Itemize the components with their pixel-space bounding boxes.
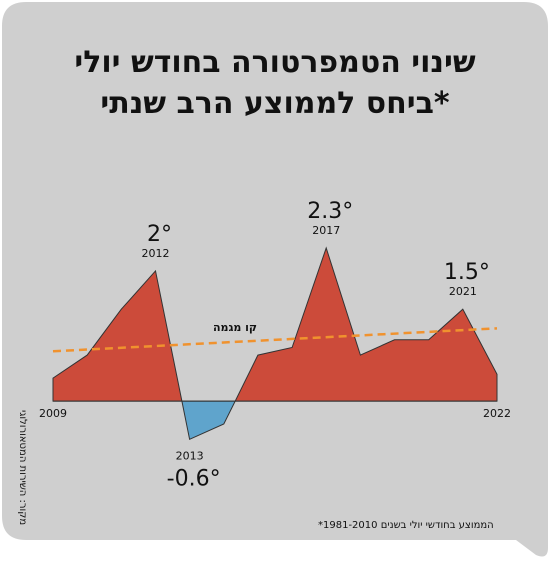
annotation-layer: 2°2012 -0.6° 2013 2.3°2017 1.5°2021 (141, 199, 489, 491)
annotation-year-2012: 2012 (141, 247, 169, 260)
annotation-value-2021: 1.5° (444, 260, 490, 285)
footnote: *הממוצע בחודשי יולי בשנים 1981-2010 (318, 520, 494, 531)
bubble-background (2, 2, 548, 557)
area-layer (52, 246, 498, 441)
x-end-label: 2022 (483, 407, 511, 420)
annotation-year-2021: 2021 (449, 285, 477, 298)
annotation-year-2013: 2013 (176, 449, 204, 462)
annotation-value-2013: -0.6° (167, 466, 221, 491)
annotation-value-2017: 2.3° (307, 199, 353, 224)
chart-title-line2: ביחס לממוצע הרב שנתי* (100, 86, 450, 121)
x-start-label: 2009 (39, 407, 67, 420)
trend-line (52, 327, 498, 353)
annotation-value-2012: 2° (147, 222, 172, 247)
trend-label: קו מגמה (213, 321, 257, 334)
annotation-year-2017: 2017 (312, 224, 340, 237)
positive-area-2 (234, 246, 498, 402)
chart-title-line1: שינוי הטמפרטורה בחודש יולי (74, 45, 475, 80)
source-note: מקור: השירות המטאורולוגי (17, 410, 28, 525)
